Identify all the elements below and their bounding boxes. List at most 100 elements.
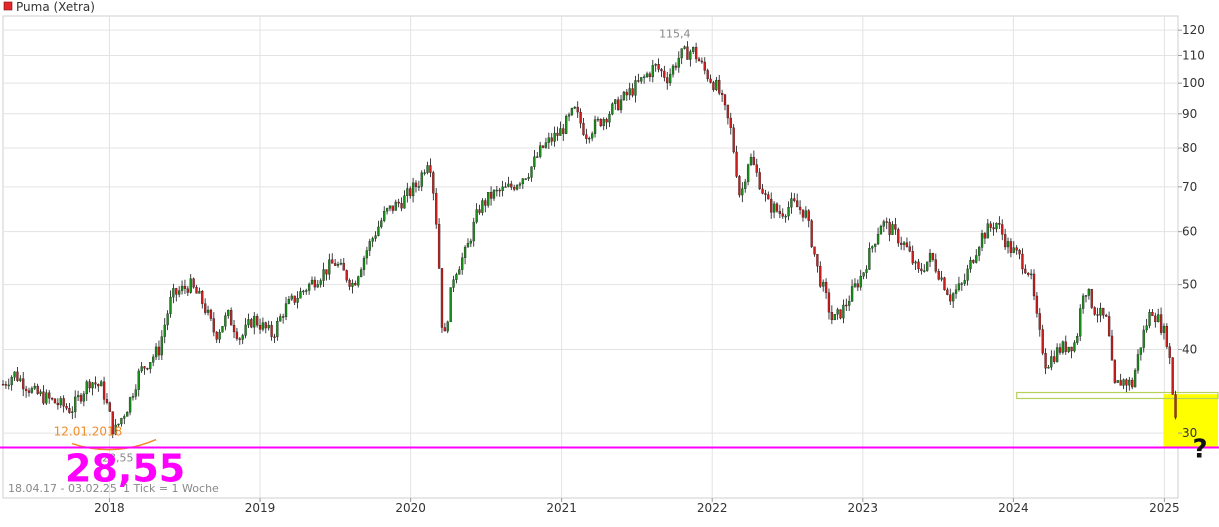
candle-body bbox=[628, 88, 631, 96]
candle-body bbox=[180, 285, 184, 291]
candle-body bbox=[403, 195, 406, 209]
candle-body bbox=[1148, 311, 1151, 326]
candle-body bbox=[616, 99, 620, 111]
candle-body bbox=[487, 192, 490, 206]
candle-body bbox=[359, 269, 363, 277]
candle-body bbox=[983, 233, 987, 239]
candle-body bbox=[784, 215, 787, 218]
candle-body bbox=[1171, 357, 1174, 395]
candle-body bbox=[1009, 241, 1013, 253]
candle-body bbox=[400, 203, 403, 209]
candlestick-series bbox=[1, 41, 1177, 439]
candle-body bbox=[53, 398, 57, 404]
candle-body bbox=[660, 69, 663, 72]
candle-body bbox=[957, 283, 961, 290]
candle-body bbox=[423, 172, 426, 174]
candle-body bbox=[507, 183, 510, 187]
candle-body bbox=[827, 292, 831, 313]
candle-body bbox=[154, 346, 158, 358]
candle-body bbox=[848, 301, 851, 306]
candle-body bbox=[42, 391, 45, 404]
candle-body bbox=[951, 293, 955, 302]
candle-body bbox=[567, 114, 571, 117]
candle-body bbox=[923, 270, 926, 272]
candle-body bbox=[255, 316, 259, 326]
candle-body bbox=[19, 378, 22, 381]
candle-body bbox=[853, 283, 857, 287]
candle-body bbox=[501, 186, 504, 191]
candle-body bbox=[7, 384, 10, 387]
candle-body bbox=[908, 246, 911, 252]
candle-body bbox=[128, 397, 132, 413]
candle-body bbox=[166, 313, 169, 326]
question-mark: ? bbox=[1192, 435, 1207, 465]
candle-body bbox=[1027, 272, 1030, 275]
candle-body bbox=[126, 412, 129, 417]
candle-body bbox=[686, 46, 689, 60]
tick-info-label: 1 Tick = 1 Woche bbox=[123, 482, 219, 495]
candle-body bbox=[533, 156, 536, 167]
candle-body bbox=[354, 283, 357, 286]
candle-body bbox=[856, 283, 859, 288]
legend-swatch bbox=[3, 1, 13, 11]
candle-body bbox=[183, 285, 187, 289]
candle-body bbox=[290, 295, 293, 300]
candle-body bbox=[319, 280, 322, 285]
candle-body bbox=[313, 279, 317, 288]
candle-body bbox=[850, 286, 854, 302]
candle-body bbox=[986, 223, 989, 239]
candle-body bbox=[1061, 341, 1065, 353]
y-tick-label: 80 bbox=[1182, 141, 1197, 155]
candle-body bbox=[723, 94, 727, 106]
candle-body bbox=[622, 91, 626, 100]
candle-body bbox=[980, 233, 984, 248]
grid-lines bbox=[3, 16, 1178, 498]
candle-body bbox=[71, 411, 74, 413]
candle-body bbox=[573, 106, 576, 109]
x-tick-label: 2020 bbox=[395, 501, 426, 515]
candle-body bbox=[541, 145, 545, 148]
candle-body bbox=[1125, 379, 1128, 386]
candle-body bbox=[461, 257, 464, 270]
candle-body bbox=[489, 192, 493, 199]
candle-body bbox=[140, 366, 143, 372]
candle-body bbox=[654, 64, 657, 66]
candle-body bbox=[152, 356, 155, 363]
candle-body bbox=[440, 268, 444, 328]
candle-body bbox=[1015, 247, 1018, 251]
candle-body bbox=[871, 246, 874, 249]
candle-body bbox=[302, 290, 305, 293]
candle-body bbox=[1053, 356, 1056, 362]
candle-body bbox=[449, 287, 452, 323]
candle-body bbox=[677, 57, 680, 68]
candle-body bbox=[807, 210, 810, 221]
candle-body bbox=[232, 325, 236, 333]
candle-body bbox=[972, 260, 975, 263]
candle-body bbox=[787, 207, 790, 217]
candle-body bbox=[417, 186, 421, 188]
candle-body bbox=[1157, 314, 1160, 323]
candle-body bbox=[48, 392, 51, 399]
candle-body bbox=[666, 77, 669, 84]
candle-body bbox=[391, 205, 395, 211]
y-tick-label: 70 bbox=[1182, 180, 1197, 194]
candle-body bbox=[134, 389, 137, 397]
candle-body bbox=[463, 247, 467, 258]
candle-body bbox=[911, 251, 914, 264]
candle-body bbox=[68, 408, 71, 413]
candle-body bbox=[466, 243, 470, 248]
candle-body bbox=[553, 132, 556, 142]
candle-body bbox=[76, 395, 80, 398]
candle-body bbox=[1032, 273, 1036, 297]
candle-body bbox=[432, 172, 435, 194]
candle-body bbox=[977, 247, 981, 256]
candle-body bbox=[328, 259, 331, 275]
candle-body bbox=[547, 137, 550, 143]
candle-body bbox=[204, 303, 207, 313]
candle-body bbox=[1110, 335, 1114, 361]
candle-body bbox=[39, 391, 42, 394]
candle-body bbox=[1113, 360, 1117, 383]
candle-body bbox=[1165, 326, 1169, 347]
